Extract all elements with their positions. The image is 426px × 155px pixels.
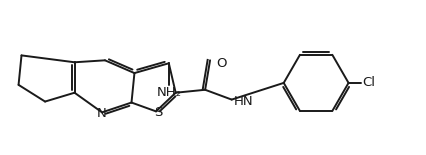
Text: Cl: Cl: [361, 76, 374, 89]
Text: NH₂: NH₂: [156, 86, 181, 99]
Text: HN: HN: [233, 95, 253, 108]
Text: N: N: [97, 107, 106, 120]
Text: S: S: [153, 106, 162, 120]
Text: O: O: [216, 57, 226, 70]
